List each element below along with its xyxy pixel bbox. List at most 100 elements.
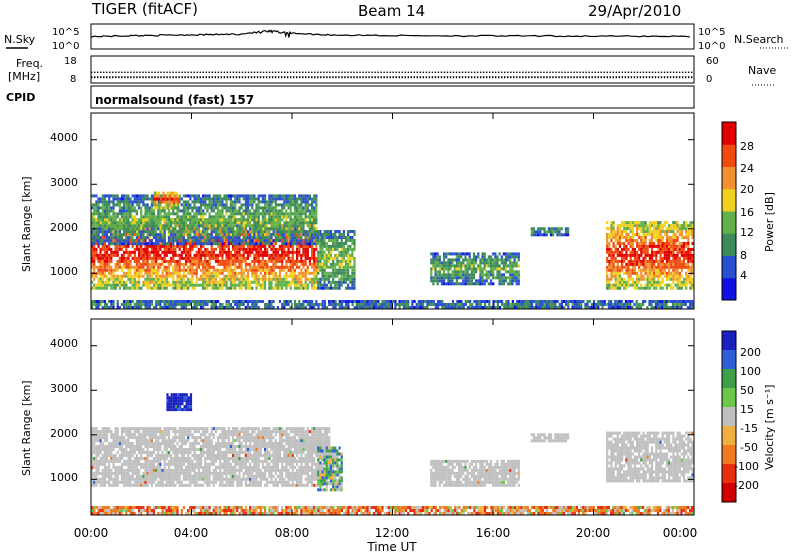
power-cell [195, 206, 198, 210]
power-cell [91, 221, 94, 225]
power-cell [167, 247, 171, 251]
power-cell [234, 259, 237, 263]
power-cell [453, 270, 456, 274]
power-cell [249, 200, 252, 204]
power-cell [163, 259, 166, 263]
frequency-point [681, 71, 684, 73]
power-cell [498, 273, 501, 277]
frequency-point [561, 71, 563, 73]
power-cell [112, 197, 115, 201]
power-cell [133, 206, 136, 210]
nave-point [353, 76, 355, 79]
power-cell [261, 200, 264, 204]
power-cell [306, 277, 309, 281]
power-cell [182, 271, 185, 275]
power-cell [633, 253, 636, 257]
power-cell [274, 247, 277, 251]
power-cell [178, 277, 181, 281]
power-cell [313, 280, 316, 284]
power-cell [123, 212, 126, 216]
power-cell [112, 233, 115, 237]
power-cell [208, 250, 211, 254]
power-cell [221, 197, 224, 201]
power-cell [287, 215, 290, 219]
power-cell [319, 230, 322, 233]
power-cell [246, 242, 250, 246]
power-cell [623, 265, 626, 269]
power-cell [125, 256, 128, 260]
nave-point [473, 76, 476, 79]
power-cell [142, 221, 145, 225]
power-cell [458, 273, 461, 277]
power-cell [187, 236, 190, 240]
power-cell [229, 242, 232, 245]
power-cell [629, 250, 632, 254]
frequency-point [235, 71, 238, 73]
frequency-point [265, 71, 268, 73]
power-cell [291, 271, 294, 275]
power-cell [608, 277, 611, 281]
power-cell [306, 194, 309, 198]
power-cell [225, 227, 228, 231]
power-cell [123, 280, 126, 284]
power-cell [108, 206, 111, 210]
power-cell [165, 271, 168, 275]
power-cell [304, 271, 307, 275]
power-cell [625, 233, 628, 236]
power-cell [257, 274, 260, 278]
power-cell [91, 253, 94, 257]
power-cell [268, 274, 271, 278]
power-cell [278, 286, 282, 290]
power-cell [118, 244, 121, 248]
power-cell [302, 271, 305, 275]
power-cell [146, 230, 149, 234]
power-cell [289, 221, 292, 225]
frequency-point [142, 71, 144, 73]
power-cell [223, 259, 226, 263]
power-cell [274, 242, 277, 245]
power-cell [103, 265, 106, 269]
power-cell [182, 203, 185, 207]
power-cell [614, 277, 617, 281]
power-cell [202, 203, 205, 207]
nave-point [299, 76, 301, 79]
power-cell [108, 230, 111, 234]
power-cell [612, 283, 615, 287]
power-cell [146, 197, 149, 201]
power-cell [159, 221, 162, 225]
power-cell [319, 239, 322, 242]
power-cell [306, 286, 309, 290]
power-cell [502, 252, 505, 256]
power-cell [91, 224, 94, 228]
power-cell [453, 252, 456, 256]
power-cell [455, 276, 458, 280]
power-cell [293, 218, 297, 222]
frequency-point [190, 71, 192, 73]
frequency-point [654, 71, 657, 73]
power-cell [319, 242, 322, 245]
frequency-point [498, 71, 500, 73]
nave-point [190, 76, 192, 79]
power-cell [232, 277, 235, 281]
power-cell [261, 215, 264, 219]
power-cell [554, 227, 557, 231]
power-cell [103, 250, 106, 254]
power-cell [152, 277, 156, 281]
power-cell [264, 203, 267, 207]
power-cell [123, 262, 126, 266]
power-cell [479, 258, 482, 262]
power-cell [168, 197, 171, 201]
power-cell [636, 286, 639, 290]
power-cell [155, 244, 158, 248]
power-cell [623, 244, 626, 248]
power-cell [347, 268, 350, 272]
power-cell [146, 271, 149, 275]
power-cell [317, 262, 320, 266]
power-cell [502, 273, 505, 277]
nave-point [368, 76, 370, 79]
frequency-point [217, 71, 220, 73]
power-cell [313, 256, 316, 260]
power-cell [116, 253, 119, 257]
power-cell [118, 221, 121, 225]
power-cell [614, 256, 617, 260]
